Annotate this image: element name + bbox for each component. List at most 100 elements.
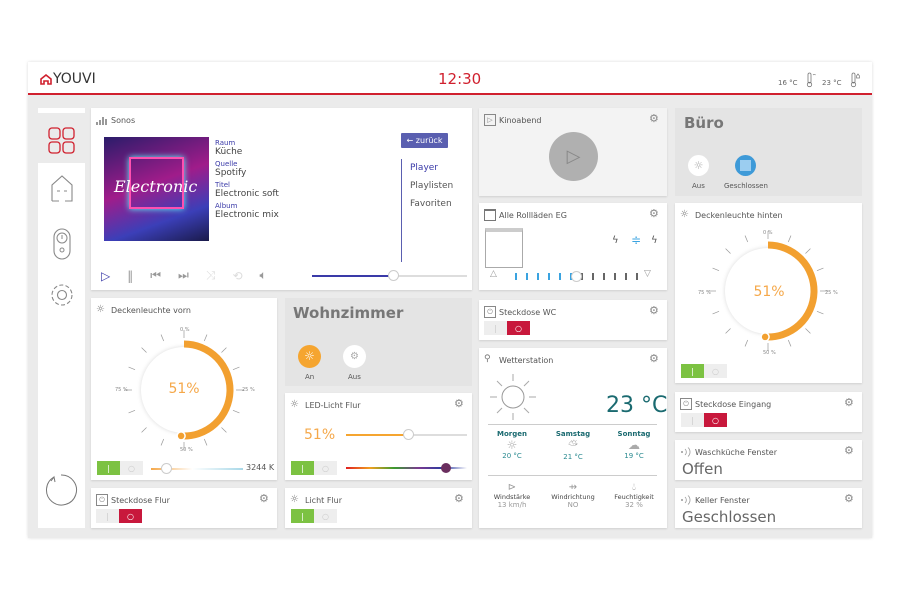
tilt-right-icon[interactable]: ϟ: [651, 235, 658, 246]
power-toggle[interactable]: | ○: [96, 509, 142, 523]
blind-tick: [537, 273, 539, 280]
menu-playlisten[interactable]: Playlisten: [410, 181, 454, 191]
brightness-slider[interactable]: [346, 429, 467, 440]
refresh-icon[interactable]: [44, 473, 78, 507]
indoor-temp: 23 °C: [822, 79, 842, 87]
sidebar: [38, 108, 85, 528]
dial-tick: [232, 409, 240, 414]
shuffle-icon[interactable]: ⤨: [205, 268, 216, 282]
gear-icon[interactable]: ⚙: [454, 397, 464, 410]
gear-icon[interactable]: ⚙: [649, 112, 659, 125]
dial-tick: [141, 347, 147, 353]
power-toggle[interactable]: | ○: [681, 413, 727, 427]
deckenleuchte-vorn-card: ☼ Deckenleuchte vorn 51% 0 % 25 % 50 % 7…: [91, 298, 277, 480]
sidebar-item-home[interactable]: [51, 175, 73, 202]
blind-tick: [559, 273, 561, 280]
blind-tick: [625, 273, 627, 280]
brand: YOUVI: [53, 71, 96, 87]
blind-tick: [636, 273, 638, 280]
gear-icon[interactable]: ⚙: [844, 396, 854, 409]
brightness-value: 51%: [304, 427, 336, 443]
dial-tick: [141, 427, 147, 433]
forecast: Morgen ☼ 20 °C Samstag ⛅︎ 21 °C Sonntag ☁︎ 19 …: [484, 430, 662, 461]
dial-tick: [744, 235, 749, 243]
power-icon: ⏻: [484, 306, 496, 318]
bulb-icon: ☼: [290, 494, 299, 505]
tilt-flat-icon[interactable]: ≑: [631, 233, 642, 247]
blind-slider-knob[interactable]: [570, 271, 582, 282]
blind-down-icon[interactable]: ▽: [644, 269, 651, 279]
volume-icon: 🔈︎: [259, 268, 267, 282]
blind-tick: [581, 273, 583, 280]
repeat-icon[interactable]: ⟲: [232, 268, 243, 283]
dial-tick: [128, 366, 136, 371]
volume-slider[interactable]: [312, 270, 467, 281]
power-toggle[interactable]: | ○: [484, 321, 530, 335]
color-temp-slider[interactable]: [151, 463, 243, 474]
dial-value: 51%: [168, 381, 200, 397]
gear-icon[interactable]: ⚙: [844, 444, 854, 457]
gear-icon[interactable]: ⚙: [649, 352, 659, 365]
blind-tick: [592, 273, 594, 280]
power-toggle[interactable]: | ○: [291, 509, 337, 523]
brightness-dial[interactable]: [124, 330, 244, 450]
play-icon[interactable]: ▷: [101, 268, 111, 283]
sidebar-item-remote[interactable]: [53, 228, 71, 260]
dial-tick: [712, 310, 720, 315]
deckenleuchte-hinten-card: ☼ Deckenleuchte hinten 51% 0 % 25 % 50 %…: [675, 203, 862, 383]
pause-icon[interactable]: ‖: [127, 268, 134, 283]
menu-favoriten[interactable]: Favoriten: [410, 199, 452, 209]
blind-tick: [603, 273, 605, 280]
thermometer-indoor-icon: [850, 72, 860, 88]
sonos-card: Sonos Electronic Raum Küche Quelle Spotify…: [91, 108, 472, 290]
tilt-left-icon[interactable]: ϟ: [612, 235, 619, 246]
gear-icon[interactable]: ⚙: [259, 492, 269, 505]
dial-tick: [203, 334, 208, 342]
dial-tick: [128, 409, 136, 414]
dial-arc: [764, 241, 818, 341]
sidebar-item-dashboard[interactable]: [38, 113, 85, 163]
scene-play-button[interactable]: ▷: [549, 132, 598, 181]
gear-icon[interactable]: ⚙: [649, 304, 659, 317]
dial-face: [141, 347, 227, 433]
equalizer-icon: [96, 117, 107, 125]
gear-icon[interactable]: ⚙: [844, 492, 854, 505]
power-icon: ⏻: [96, 494, 108, 506]
color-slider[interactable]: [346, 463, 467, 473]
card-title: Sonos: [111, 116, 136, 125]
film-icon: ▷: [484, 114, 496, 126]
blind-up-icon[interactable]: △: [490, 269, 497, 279]
scene-icon[interactable]: ⚙: [343, 345, 366, 368]
dial-tick: [712, 267, 720, 272]
power-toggle[interactable]: | ○: [97, 461, 143, 475]
dial-tick: [232, 366, 240, 371]
dial-tick: [160, 334, 165, 342]
dial-tick: [787, 339, 792, 347]
back-button[interactable]: ← zurück: [401, 133, 448, 148]
album-cover: Electronic: [104, 137, 209, 241]
next-icon[interactable]: ⏭︎: [178, 268, 189, 282]
dial-arc: [180, 340, 234, 440]
buero-card: Büro ☼ Aus Geschlossen: [675, 108, 862, 196]
blind-position-slider[interactable]: [515, 271, 645, 282]
dial-face: [725, 248, 811, 334]
previous-icon[interactable]: ⏮︎: [150, 268, 162, 282]
steckdose-flur-card: ⏻ Steckdose Flur ⚙ | ○: [91, 488, 277, 528]
menu-player[interactable]: Player: [410, 163, 439, 173]
gear-icon[interactable]: ⚙: [649, 207, 659, 220]
bulb-off-icon[interactable]: ☼: [688, 155, 709, 176]
bulb-on-icon[interactable]: ☼: [298, 345, 321, 368]
window-sensor-icon: [681, 447, 691, 457]
power-toggle[interactable]: | ○: [291, 461, 337, 475]
dial-tick: [221, 427, 227, 433]
power-toggle[interactable]: | ○: [681, 364, 727, 378]
sidebar-item-settings[interactable]: [49, 282, 75, 308]
dial-tick: [725, 248, 731, 254]
weather-stats: ⊳ Windstärke 13 km/h ⇸ Windrichtung NO 💧︎ Feu…: [484, 482, 662, 509]
blind-closed-icon[interactable]: [735, 155, 756, 176]
gear-icon[interactable]: ⚙: [454, 492, 464, 505]
color-temp-value: 3244 K: [246, 463, 275, 472]
licht-flur-card: ☼ Licht Flur ⚙ | ○: [285, 488, 472, 528]
kinoabend-card: ▷ Kinoabend ⚙ ▷: [479, 108, 667, 196]
brightness-dial[interactable]: [708, 231, 828, 351]
